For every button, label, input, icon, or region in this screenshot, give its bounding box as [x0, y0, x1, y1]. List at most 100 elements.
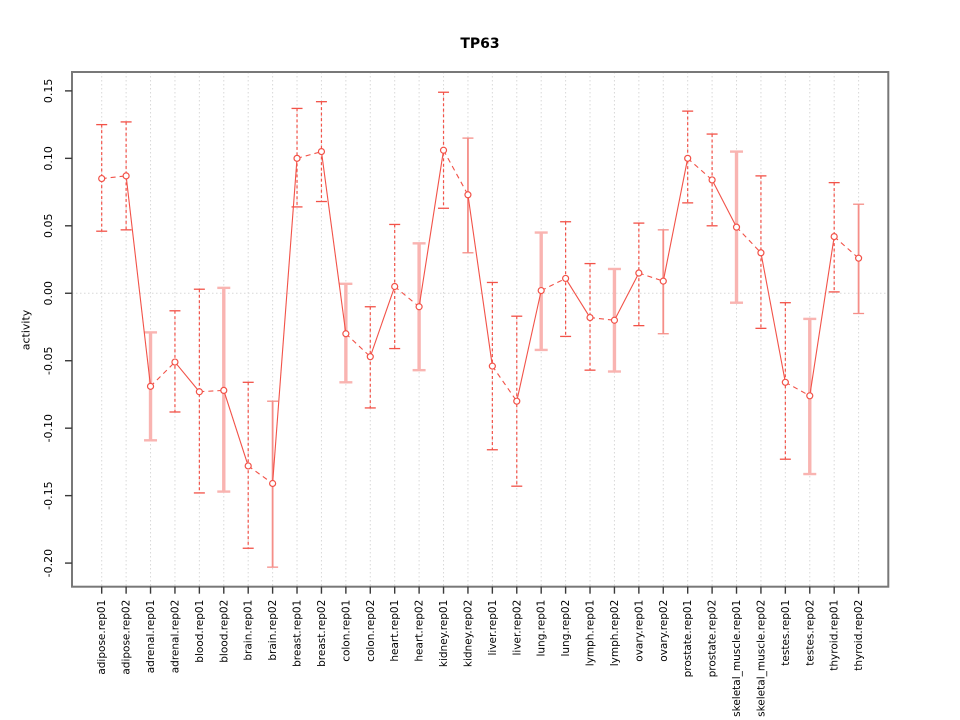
- series-line-segment: [687, 157, 713, 181]
- x-tick-label: lung.rep02: [560, 600, 572, 657]
- data-point: [488, 362, 496, 370]
- data-point: [98, 174, 106, 183]
- x-tick-label: testes.rep02: [804, 600, 816, 666]
- x-tick-label: thyroid.rep02: [853, 600, 865, 671]
- x-tick-label: liver.rep02: [511, 600, 523, 656]
- data-point: [293, 154, 301, 162]
- series-line-segment: [833, 236, 859, 259]
- x-tick-label: adrenal.rep02: [169, 600, 181, 674]
- x-tick-label: blood.rep01: [194, 600, 206, 663]
- data-point: [610, 316, 619, 324]
- series-line-segment: [785, 381, 811, 397]
- series-line-segment: [736, 226, 762, 254]
- x-tick-label: skeletal_muscle.rep02: [755, 600, 767, 717]
- data-point: [708, 176, 716, 184]
- series-line-segment: [418, 150, 445, 307]
- x-tick-label: skeletal_muscle.rep01: [731, 600, 743, 717]
- data-point: [781, 378, 789, 386]
- series-line-segment: [491, 365, 518, 402]
- x-tick-label: testes.rep01: [780, 600, 792, 666]
- x-tick-label: colon.rep01: [340, 600, 352, 662]
- x-tick-label: lymph.rep02: [609, 600, 621, 667]
- x-tick-label: breast.rep02: [316, 600, 328, 667]
- x-tick-label: adipose.rep02: [121, 600, 133, 675]
- data-point: [415, 303, 423, 311]
- y-tick-label: -0.05: [42, 346, 55, 374]
- y-tick-label: -0.10: [42, 414, 55, 442]
- x-tick-label: liver.rep01: [487, 600, 499, 656]
- data-point: [464, 191, 472, 199]
- x-tick-label: breast.rep01: [292, 600, 304, 667]
- series-line-segment: [272, 158, 298, 484]
- series-line-segment: [516, 290, 542, 402]
- x-tick-label: ovary.rep01: [633, 600, 645, 662]
- series-line-segment: [565, 278, 591, 318]
- series-line-segment: [296, 151, 322, 159]
- data-point: [586, 313, 594, 322]
- series-line-segment: [369, 286, 396, 357]
- data-point: [317, 147, 326, 156]
- data-point: [659, 277, 667, 285]
- series-line-segment: [638, 272, 664, 282]
- series-line-segment: [711, 179, 738, 228]
- chart-title: TP63: [460, 36, 500, 52]
- series-line-segment: [467, 194, 493, 367]
- data-point: [244, 462, 252, 470]
- series-line-segment: [760, 252, 786, 383]
- data-point: [537, 286, 545, 295]
- data-point: [684, 154, 692, 162]
- data-point: [513, 397, 521, 405]
- x-tick-label: blood.rep02: [218, 600, 230, 663]
- x-tick-label: prostate.rep02: [707, 600, 719, 678]
- series-line-segment: [223, 390, 249, 467]
- data-point: [171, 358, 179, 366]
- x-tick-label: brain.rep01: [243, 600, 255, 661]
- series-line-segment: [320, 151, 347, 334]
- series-line-segment: [613, 272, 640, 321]
- x-tick-label: adrenal.rep01: [145, 600, 157, 674]
- data-point: [757, 249, 765, 257]
- y-tick-label: -0.20: [42, 549, 55, 577]
- y-tick-label: 0.10: [42, 146, 55, 171]
- y-tick-label: -0.15: [42, 481, 55, 509]
- y-axis-label: activity: [19, 309, 33, 351]
- series-line-segment: [150, 361, 176, 387]
- x-tick-label: kidney.rep02: [462, 600, 474, 667]
- series-line-segment: [589, 316, 615, 321]
- x-tick-label: heart.rep01: [389, 600, 401, 662]
- data-point: [391, 282, 399, 291]
- x-tick-label: heart.rep02: [414, 600, 426, 662]
- x-tick-label: adipose.rep01: [96, 600, 108, 675]
- data-point: [195, 388, 203, 396]
- x-tick-label: colon.rep02: [365, 600, 377, 662]
- x-tick-label: ovary.rep02: [658, 600, 670, 662]
- y-tick-label: 0.05: [42, 214, 55, 239]
- data-point: [830, 232, 838, 241]
- x-tick-label: prostate.rep01: [682, 600, 694, 678]
- data-point: [342, 330, 350, 338]
- data-point: [269, 479, 277, 488]
- series-line-segment: [345, 333, 371, 358]
- series-line-segment: [101, 175, 127, 180]
- data-point: [635, 269, 643, 277]
- series-line-segment: [125, 175, 152, 387]
- data-point: [854, 254, 863, 262]
- data-point: [732, 223, 741, 231]
- data-point: [122, 172, 130, 180]
- x-tick-label: kidney.rep01: [438, 600, 450, 667]
- data-point: [562, 274, 570, 283]
- x-tick-label: lung.rep01: [536, 600, 548, 657]
- data-point: [220, 386, 228, 394]
- plot-border: [71, 71, 890, 588]
- data-point: [366, 353, 374, 361]
- data-point: [146, 382, 155, 390]
- series-line-segment: [199, 389, 224, 393]
- series-line-segment: [809, 236, 835, 396]
- y-tick-label: 0.15: [42, 79, 55, 104]
- data-point: [806, 392, 814, 400]
- series-line-segment: [662, 158, 689, 282]
- y-tick-label: 0.00: [42, 281, 55, 306]
